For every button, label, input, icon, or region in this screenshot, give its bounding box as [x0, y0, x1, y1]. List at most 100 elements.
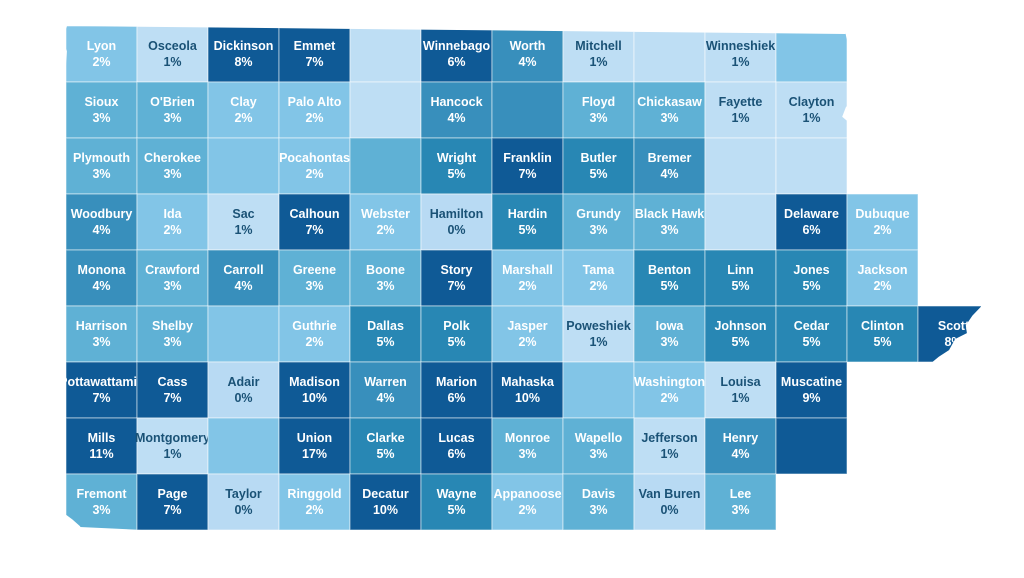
svg-text:Calhoun: Calhoun [290, 207, 340, 221]
svg-text:2%: 2% [305, 111, 323, 125]
svg-text:2%: 2% [660, 391, 678, 405]
svg-text:Davis: Davis [582, 487, 615, 501]
svg-text:3%: 3% [305, 279, 323, 293]
svg-text:3%: 3% [660, 335, 678, 349]
svg-text:7%: 7% [163, 503, 181, 517]
svg-text:17%: 17% [302, 447, 327, 461]
svg-text:2%: 2% [376, 223, 394, 237]
svg-text:Iowa: Iowa [656, 319, 685, 333]
svg-text:Marion: Marion [436, 375, 477, 389]
svg-text:4%: 4% [731, 447, 749, 461]
svg-text:1%: 1% [660, 447, 678, 461]
svg-text:O'Brien: O'Brien [150, 95, 195, 109]
svg-text:Louisa: Louisa [720, 375, 761, 389]
svg-text:Muscatine: Muscatine [781, 375, 842, 389]
svg-text:7%: 7% [305, 55, 323, 69]
svg-text:0%: 0% [660, 503, 678, 517]
svg-text:4%: 4% [92, 223, 110, 237]
svg-text:0%: 0% [447, 223, 465, 237]
svg-text:5%: 5% [376, 335, 394, 349]
svg-text:4%: 4% [92, 279, 110, 293]
svg-text:5%: 5% [731, 335, 749, 349]
svg-text:Appanoose: Appanoose [493, 487, 561, 501]
svg-text:Montgomery: Montgomery [135, 431, 210, 445]
svg-text:Clarke: Clarke [366, 431, 404, 445]
svg-text:Hamilton: Hamilton [430, 207, 483, 221]
svg-text:Hardin: Hardin [508, 207, 548, 221]
svg-text:Jefferson: Jefferson [641, 431, 697, 445]
svg-text:3%: 3% [92, 111, 110, 125]
svg-text:Taylor: Taylor [225, 487, 262, 501]
svg-text:5%: 5% [447, 167, 465, 181]
svg-text:Harrison: Harrison [76, 319, 127, 333]
svg-text:5%: 5% [589, 167, 607, 181]
svg-text:Benton: Benton [648, 263, 691, 277]
svg-text:Poweshiek: Poweshiek [566, 319, 631, 333]
svg-text:Winnebago: Winnebago [423, 39, 491, 53]
svg-text:Chickasaw: Chickasaw [637, 95, 702, 109]
svg-text:Warren: Warren [364, 375, 407, 389]
svg-text:4%: 4% [660, 167, 678, 181]
svg-text:Pocahontas: Pocahontas [279, 151, 350, 165]
svg-text:3%: 3% [660, 223, 678, 237]
svg-text:7%: 7% [518, 167, 536, 181]
svg-text:10%: 10% [515, 391, 540, 405]
svg-text:1%: 1% [802, 111, 820, 125]
svg-text:2%: 2% [92, 55, 110, 69]
svg-text:2%: 2% [234, 111, 252, 125]
svg-text:Crawford: Crawford [145, 263, 200, 277]
svg-text:Jones: Jones [793, 263, 829, 277]
svg-text:5%: 5% [731, 279, 749, 293]
svg-text:Delaware: Delaware [784, 207, 839, 221]
svg-text:Plymouth: Plymouth [73, 151, 130, 165]
svg-text:2%: 2% [518, 503, 536, 517]
svg-text:Cedar: Cedar [794, 319, 830, 333]
svg-text:Carroll: Carroll [223, 263, 263, 277]
svg-text:Adair: Adair [228, 375, 260, 389]
svg-text:Boone: Boone [366, 263, 405, 277]
svg-text:Monroe: Monroe [505, 431, 550, 445]
svg-text:Shelby: Shelby [152, 319, 193, 333]
svg-text:5%: 5% [518, 223, 536, 237]
svg-text:Mitchell: Mitchell [575, 39, 622, 53]
svg-text:6%: 6% [447, 391, 465, 405]
svg-text:Cass: Cass [158, 375, 188, 389]
svg-text:Clinton: Clinton [861, 319, 904, 333]
svg-text:7%: 7% [92, 391, 110, 405]
svg-text:1%: 1% [589, 55, 607, 69]
svg-text:1%: 1% [731, 111, 749, 125]
svg-text:2%: 2% [305, 167, 323, 181]
svg-text:7%: 7% [447, 279, 465, 293]
svg-text:Osceola: Osceola [148, 39, 198, 53]
svg-text:Guthrie: Guthrie [292, 319, 336, 333]
svg-text:2%: 2% [518, 279, 536, 293]
svg-text:Monona: Monona [78, 263, 127, 277]
svg-text:1%: 1% [163, 447, 181, 461]
svg-text:3%: 3% [518, 447, 536, 461]
svg-text:Butler: Butler [580, 151, 616, 165]
svg-text:3%: 3% [92, 167, 110, 181]
svg-text:0%: 0% [234, 503, 252, 517]
svg-text:5%: 5% [802, 279, 820, 293]
svg-text:Fayette: Fayette [719, 95, 763, 109]
svg-text:4%: 4% [447, 111, 465, 125]
svg-text:Scott: Scott [938, 319, 970, 333]
svg-text:Emmet: Emmet [294, 39, 337, 53]
svg-text:1%: 1% [731, 55, 749, 69]
svg-text:6%: 6% [802, 223, 820, 237]
svg-text:3%: 3% [92, 503, 110, 517]
svg-text:9%: 9% [802, 391, 820, 405]
svg-text:Cherokee: Cherokee [144, 151, 201, 165]
svg-text:1%: 1% [589, 335, 607, 349]
svg-text:3%: 3% [589, 223, 607, 237]
svg-text:5%: 5% [873, 335, 891, 349]
svg-text:Sioux: Sioux [84, 95, 118, 109]
svg-text:Worth: Worth [510, 39, 546, 53]
svg-text:4%: 4% [518, 55, 536, 69]
svg-text:6%: 6% [447, 447, 465, 461]
svg-text:3%: 3% [660, 111, 678, 125]
svg-text:5%: 5% [376, 447, 394, 461]
svg-text:1%: 1% [234, 223, 252, 237]
svg-text:Linn: Linn [727, 263, 753, 277]
svg-text:2%: 2% [305, 335, 323, 349]
